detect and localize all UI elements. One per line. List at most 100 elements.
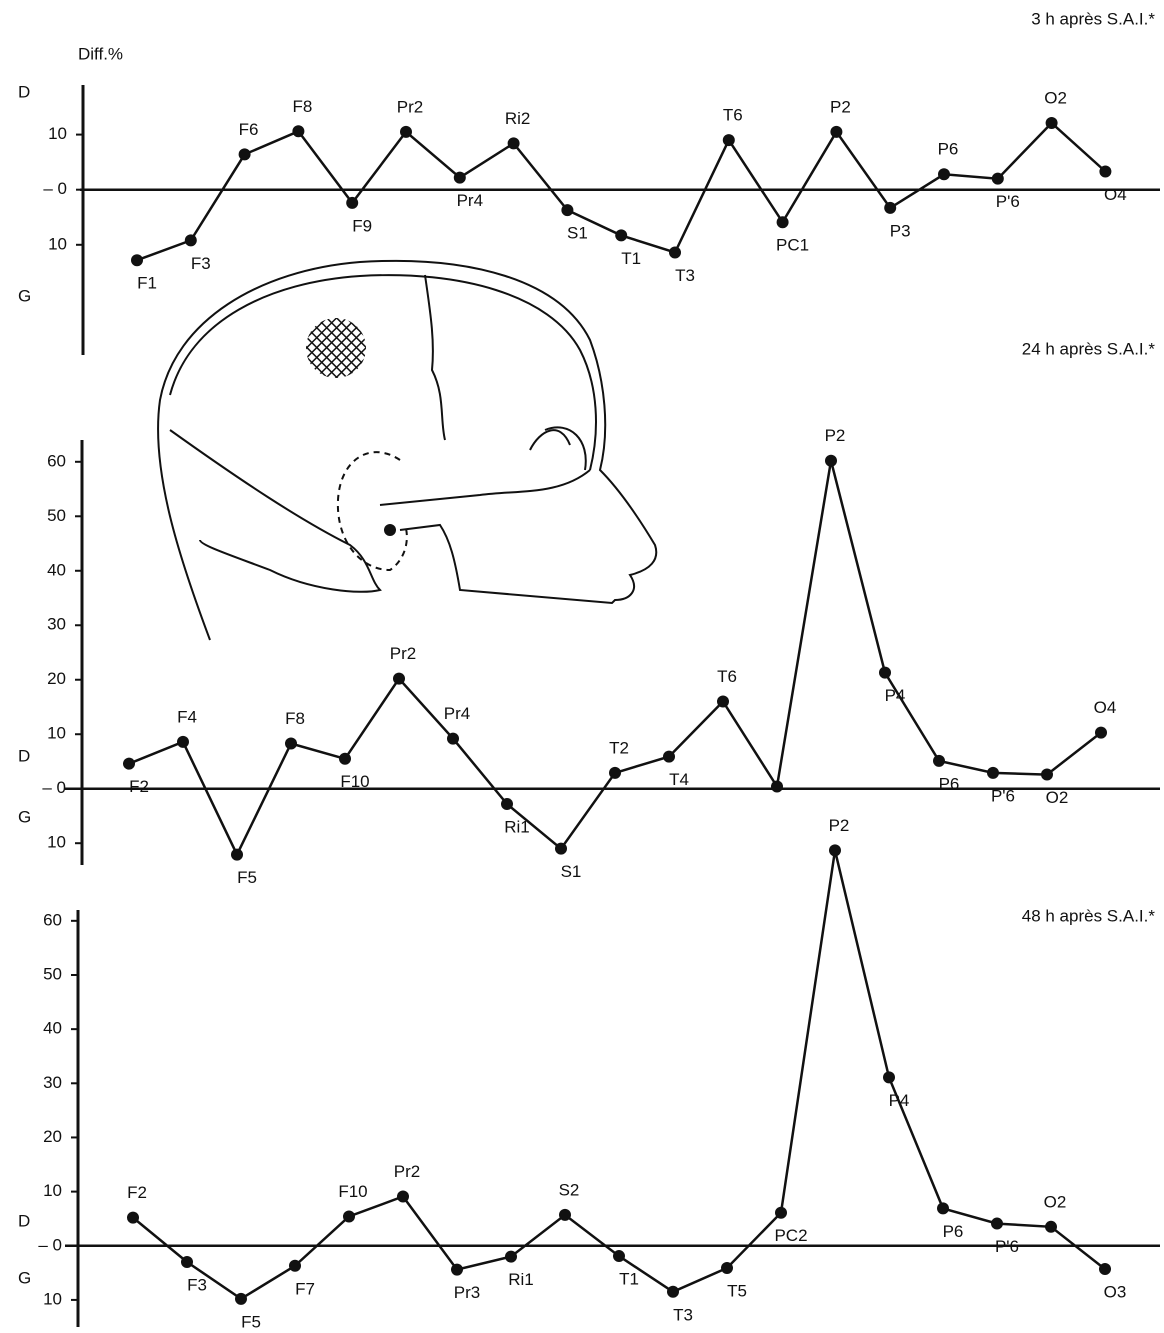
y-tick-label: 30 [47, 615, 66, 634]
y-tick-label: – 0 [43, 179, 67, 198]
data-point [879, 666, 891, 679]
y-tick-label: 10 [43, 1181, 62, 1200]
data-point [123, 757, 135, 770]
point-label: P'6 [995, 1237, 1019, 1256]
y-tick-label: 60 [43, 910, 62, 929]
point-label: F5 [237, 868, 257, 887]
data-point [501, 797, 513, 810]
point-label: Pr4 [444, 704, 470, 723]
data-point [1045, 117, 1058, 130]
y-tick-label: 10 [48, 124, 67, 143]
skull-ear-dot [384, 524, 396, 536]
y-tick-label: 10 [43, 1289, 62, 1308]
point-label: P'6 [996, 192, 1020, 211]
point-label: S2 [559, 1180, 580, 1199]
y-tick-label: 10 [47, 833, 66, 852]
point-label: Ri1 [504, 817, 530, 836]
data-point [231, 848, 243, 861]
data-point [507, 137, 520, 150]
data-point [991, 1217, 1003, 1230]
y-tick-label: 20 [47, 669, 66, 688]
point-label: P2 [829, 816, 850, 835]
data-point [991, 172, 1004, 185]
data-point [775, 1206, 787, 1219]
point-label: Pr2 [394, 1162, 420, 1181]
data-point [292, 125, 305, 138]
data-point [667, 1285, 679, 1298]
point-label: Pr2 [397, 97, 423, 116]
point-label: P2 [825, 426, 846, 445]
point-label: P4 [885, 686, 906, 705]
point-label: Pr4 [457, 191, 483, 210]
data-point [615, 229, 628, 242]
point-label: P2 [830, 97, 851, 116]
data-point [346, 196, 359, 209]
data-line [128, 460, 1102, 858]
y-tick-label: 10 [48, 234, 67, 253]
data-point [938, 168, 950, 181]
point-label: P3 [890, 221, 911, 240]
point-label: P4 [889, 1091, 910, 1110]
point-label: F3 [187, 1275, 207, 1294]
data-point [181, 1256, 193, 1269]
data-point [285, 737, 297, 750]
point-label: T3 [673, 1305, 693, 1324]
data-point [771, 780, 783, 793]
point-label: F7 [295, 1279, 315, 1298]
y-tick-label: 60 [47, 451, 66, 470]
point-label: F3 [191, 254, 211, 273]
point-label: T6 [717, 667, 737, 686]
point-label: O4 [1094, 698, 1117, 717]
point-label: S1 [561, 862, 582, 881]
point-label: F8 [285, 709, 305, 728]
data-point [722, 134, 735, 147]
chart-title: 24 h après S.A.I.* [1022, 339, 1156, 358]
point-label: S1 [567, 224, 588, 243]
point-label: F5 [241, 1312, 261, 1331]
point-label: T3 [675, 266, 695, 285]
point-label: F10 [338, 1182, 367, 1201]
data-point [561, 204, 574, 217]
data-point [559, 1208, 571, 1221]
point-label: T4 [669, 770, 689, 789]
data-point [393, 672, 405, 685]
y-tick-label: 40 [47, 560, 66, 579]
data-point [721, 1261, 733, 1274]
side-label-top: D [18, 1211, 30, 1230]
data-point [339, 752, 351, 765]
side-label-top: D [18, 746, 30, 765]
point-label: T5 [727, 1281, 747, 1300]
data-point [825, 454, 837, 467]
data-point [987, 766, 999, 779]
data-point [933, 754, 945, 767]
y-tick-label: 30 [43, 1073, 62, 1092]
point-label: F10 [340, 772, 369, 791]
data-point [884, 201, 897, 214]
point-label: Pr3 [454, 1283, 480, 1302]
point-label: T1 [619, 1270, 639, 1289]
data-point [717, 695, 729, 708]
point-label: F2 [129, 777, 149, 796]
data-point [937, 1202, 949, 1215]
point-label: P6 [938, 140, 959, 159]
y-tick-label: 10 [47, 724, 66, 743]
point-label: F2 [127, 1183, 147, 1202]
point-label: F4 [177, 707, 197, 726]
data-point [555, 842, 567, 855]
point-label: T2 [609, 738, 629, 757]
data-point [776, 216, 789, 229]
data-point [177, 735, 189, 748]
data-point [1041, 768, 1053, 781]
point-label: Pr2 [390, 644, 416, 663]
data-point [238, 148, 251, 161]
data-point [343, 1210, 355, 1223]
point-label: P6 [939, 774, 960, 793]
point-label: O2 [1044, 89, 1067, 108]
point-label: Ri2 [505, 109, 531, 128]
side-label-top: D [18, 82, 30, 101]
point-label: T1 [621, 249, 641, 268]
data-point [1095, 726, 1107, 739]
data-point [829, 844, 841, 857]
